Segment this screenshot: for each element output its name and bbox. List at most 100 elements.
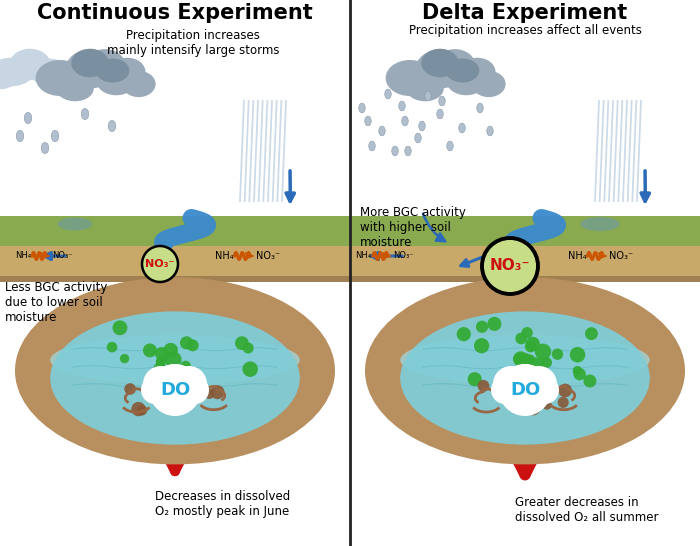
Circle shape <box>535 343 551 360</box>
Ellipse shape <box>365 116 371 126</box>
Ellipse shape <box>15 277 335 465</box>
Text: NH₄⁺: NH₄⁺ <box>215 251 239 261</box>
Ellipse shape <box>96 58 130 82</box>
Ellipse shape <box>56 76 94 101</box>
Circle shape <box>156 357 166 366</box>
Circle shape <box>125 383 136 395</box>
Ellipse shape <box>472 71 505 97</box>
Ellipse shape <box>108 120 116 132</box>
Text: NO₃⁻: NO₃⁻ <box>610 251 634 261</box>
Ellipse shape <box>81 108 89 120</box>
Circle shape <box>181 376 209 404</box>
Polygon shape <box>0 216 350 246</box>
Circle shape <box>570 347 585 363</box>
Text: Precipitation increases affect all events: Precipitation increases affect all event… <box>409 24 641 37</box>
Circle shape <box>164 343 178 357</box>
Ellipse shape <box>71 49 108 77</box>
Text: Continuous Experiment: Continuous Experiment <box>37 3 313 23</box>
Ellipse shape <box>358 103 365 113</box>
Circle shape <box>164 351 181 368</box>
Circle shape <box>141 376 169 404</box>
Circle shape <box>502 388 510 396</box>
Ellipse shape <box>419 121 426 131</box>
Circle shape <box>534 390 546 402</box>
Ellipse shape <box>386 60 435 96</box>
Polygon shape <box>350 246 700 276</box>
Circle shape <box>120 354 130 363</box>
Ellipse shape <box>0 58 34 86</box>
Circle shape <box>531 376 559 404</box>
Circle shape <box>583 375 596 388</box>
Ellipse shape <box>402 116 408 126</box>
Circle shape <box>143 343 157 357</box>
Circle shape <box>525 341 536 352</box>
Text: DO: DO <box>160 381 190 399</box>
Ellipse shape <box>51 130 59 141</box>
Circle shape <box>159 382 191 414</box>
Ellipse shape <box>365 277 685 465</box>
Text: More BGC activity
with higher soil
moisture: More BGC activity with higher soil moist… <box>360 206 466 249</box>
Circle shape <box>173 393 186 406</box>
Circle shape <box>161 372 201 412</box>
Circle shape <box>542 400 552 410</box>
Circle shape <box>487 317 501 331</box>
Ellipse shape <box>414 133 421 143</box>
Ellipse shape <box>486 126 493 136</box>
Circle shape <box>153 363 167 376</box>
Circle shape <box>522 327 533 339</box>
Circle shape <box>513 353 524 365</box>
Circle shape <box>171 366 207 402</box>
Circle shape <box>456 327 471 341</box>
Text: Decreases in dissolved
O₂ mostly peak in June: Decreases in dissolved O₂ mostly peak in… <box>155 490 290 518</box>
Ellipse shape <box>36 60 85 96</box>
Ellipse shape <box>30 58 67 86</box>
Ellipse shape <box>369 141 375 151</box>
Circle shape <box>509 364 541 396</box>
Text: NH₄⁺: NH₄⁺ <box>15 252 36 260</box>
Ellipse shape <box>416 50 464 88</box>
Ellipse shape <box>385 89 391 99</box>
Circle shape <box>132 402 146 416</box>
Circle shape <box>474 338 489 353</box>
Ellipse shape <box>50 335 300 385</box>
Ellipse shape <box>122 71 155 97</box>
Circle shape <box>585 327 598 340</box>
Circle shape <box>541 357 552 368</box>
Ellipse shape <box>0 67 17 89</box>
Ellipse shape <box>446 58 480 82</box>
Ellipse shape <box>425 91 431 101</box>
Ellipse shape <box>459 58 496 86</box>
Ellipse shape <box>580 217 620 231</box>
Text: NH₄⁺: NH₄⁺ <box>568 251 592 261</box>
Circle shape <box>511 372 551 412</box>
Ellipse shape <box>458 123 466 133</box>
Polygon shape <box>350 216 700 246</box>
Ellipse shape <box>400 311 650 444</box>
Ellipse shape <box>439 96 445 106</box>
Ellipse shape <box>16 130 24 141</box>
Circle shape <box>242 361 258 377</box>
Ellipse shape <box>405 146 412 156</box>
Text: Precipitation increases
mainly intensify large storms: Precipitation increases mainly intensify… <box>106 29 279 57</box>
Circle shape <box>204 389 214 399</box>
Ellipse shape <box>50 311 300 444</box>
Circle shape <box>159 364 191 396</box>
Ellipse shape <box>85 49 125 83</box>
Circle shape <box>107 342 118 352</box>
Circle shape <box>113 321 127 335</box>
Circle shape <box>517 379 525 388</box>
Polygon shape <box>0 276 350 282</box>
Circle shape <box>510 383 522 395</box>
Circle shape <box>180 336 193 349</box>
Circle shape <box>477 380 489 392</box>
Circle shape <box>181 361 191 371</box>
Circle shape <box>526 401 540 416</box>
Ellipse shape <box>41 143 49 153</box>
Circle shape <box>526 337 540 351</box>
Circle shape <box>542 371 554 383</box>
Circle shape <box>155 347 168 360</box>
Ellipse shape <box>447 141 454 151</box>
Circle shape <box>499 364 551 416</box>
Circle shape <box>149 364 201 416</box>
Ellipse shape <box>25 112 32 123</box>
